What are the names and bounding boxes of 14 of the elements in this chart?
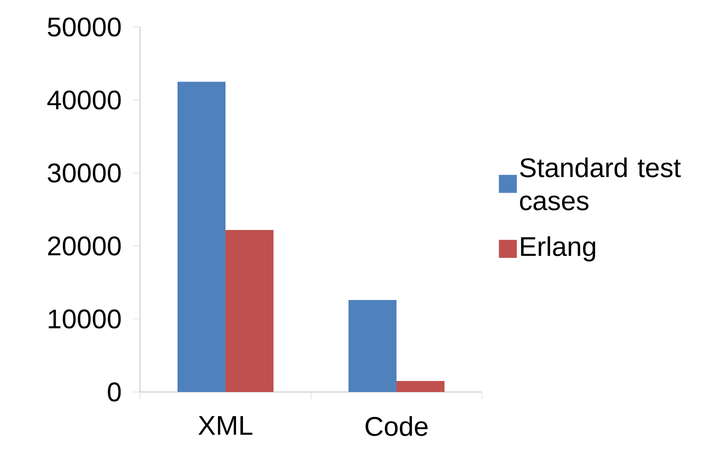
bar [178,82,226,392]
y-tick-label: 20000 [48,236,121,256]
legend-label: Erlang [521,236,596,262]
y-tick-label: 30000 [48,163,121,183]
bar [226,230,274,392]
legend-label: Standard test cases [520,157,681,210]
y-tick-label: 0 [108,382,121,402]
x-tick-label: XML [198,416,252,435]
bar [396,381,444,392]
y-tick-label: 50000 [48,17,121,37]
y-tick-label: 10000 [48,309,121,329]
x-tick-label: Code [366,416,428,436]
bar [348,300,396,392]
y-tick-label: 40000 [47,90,121,110]
